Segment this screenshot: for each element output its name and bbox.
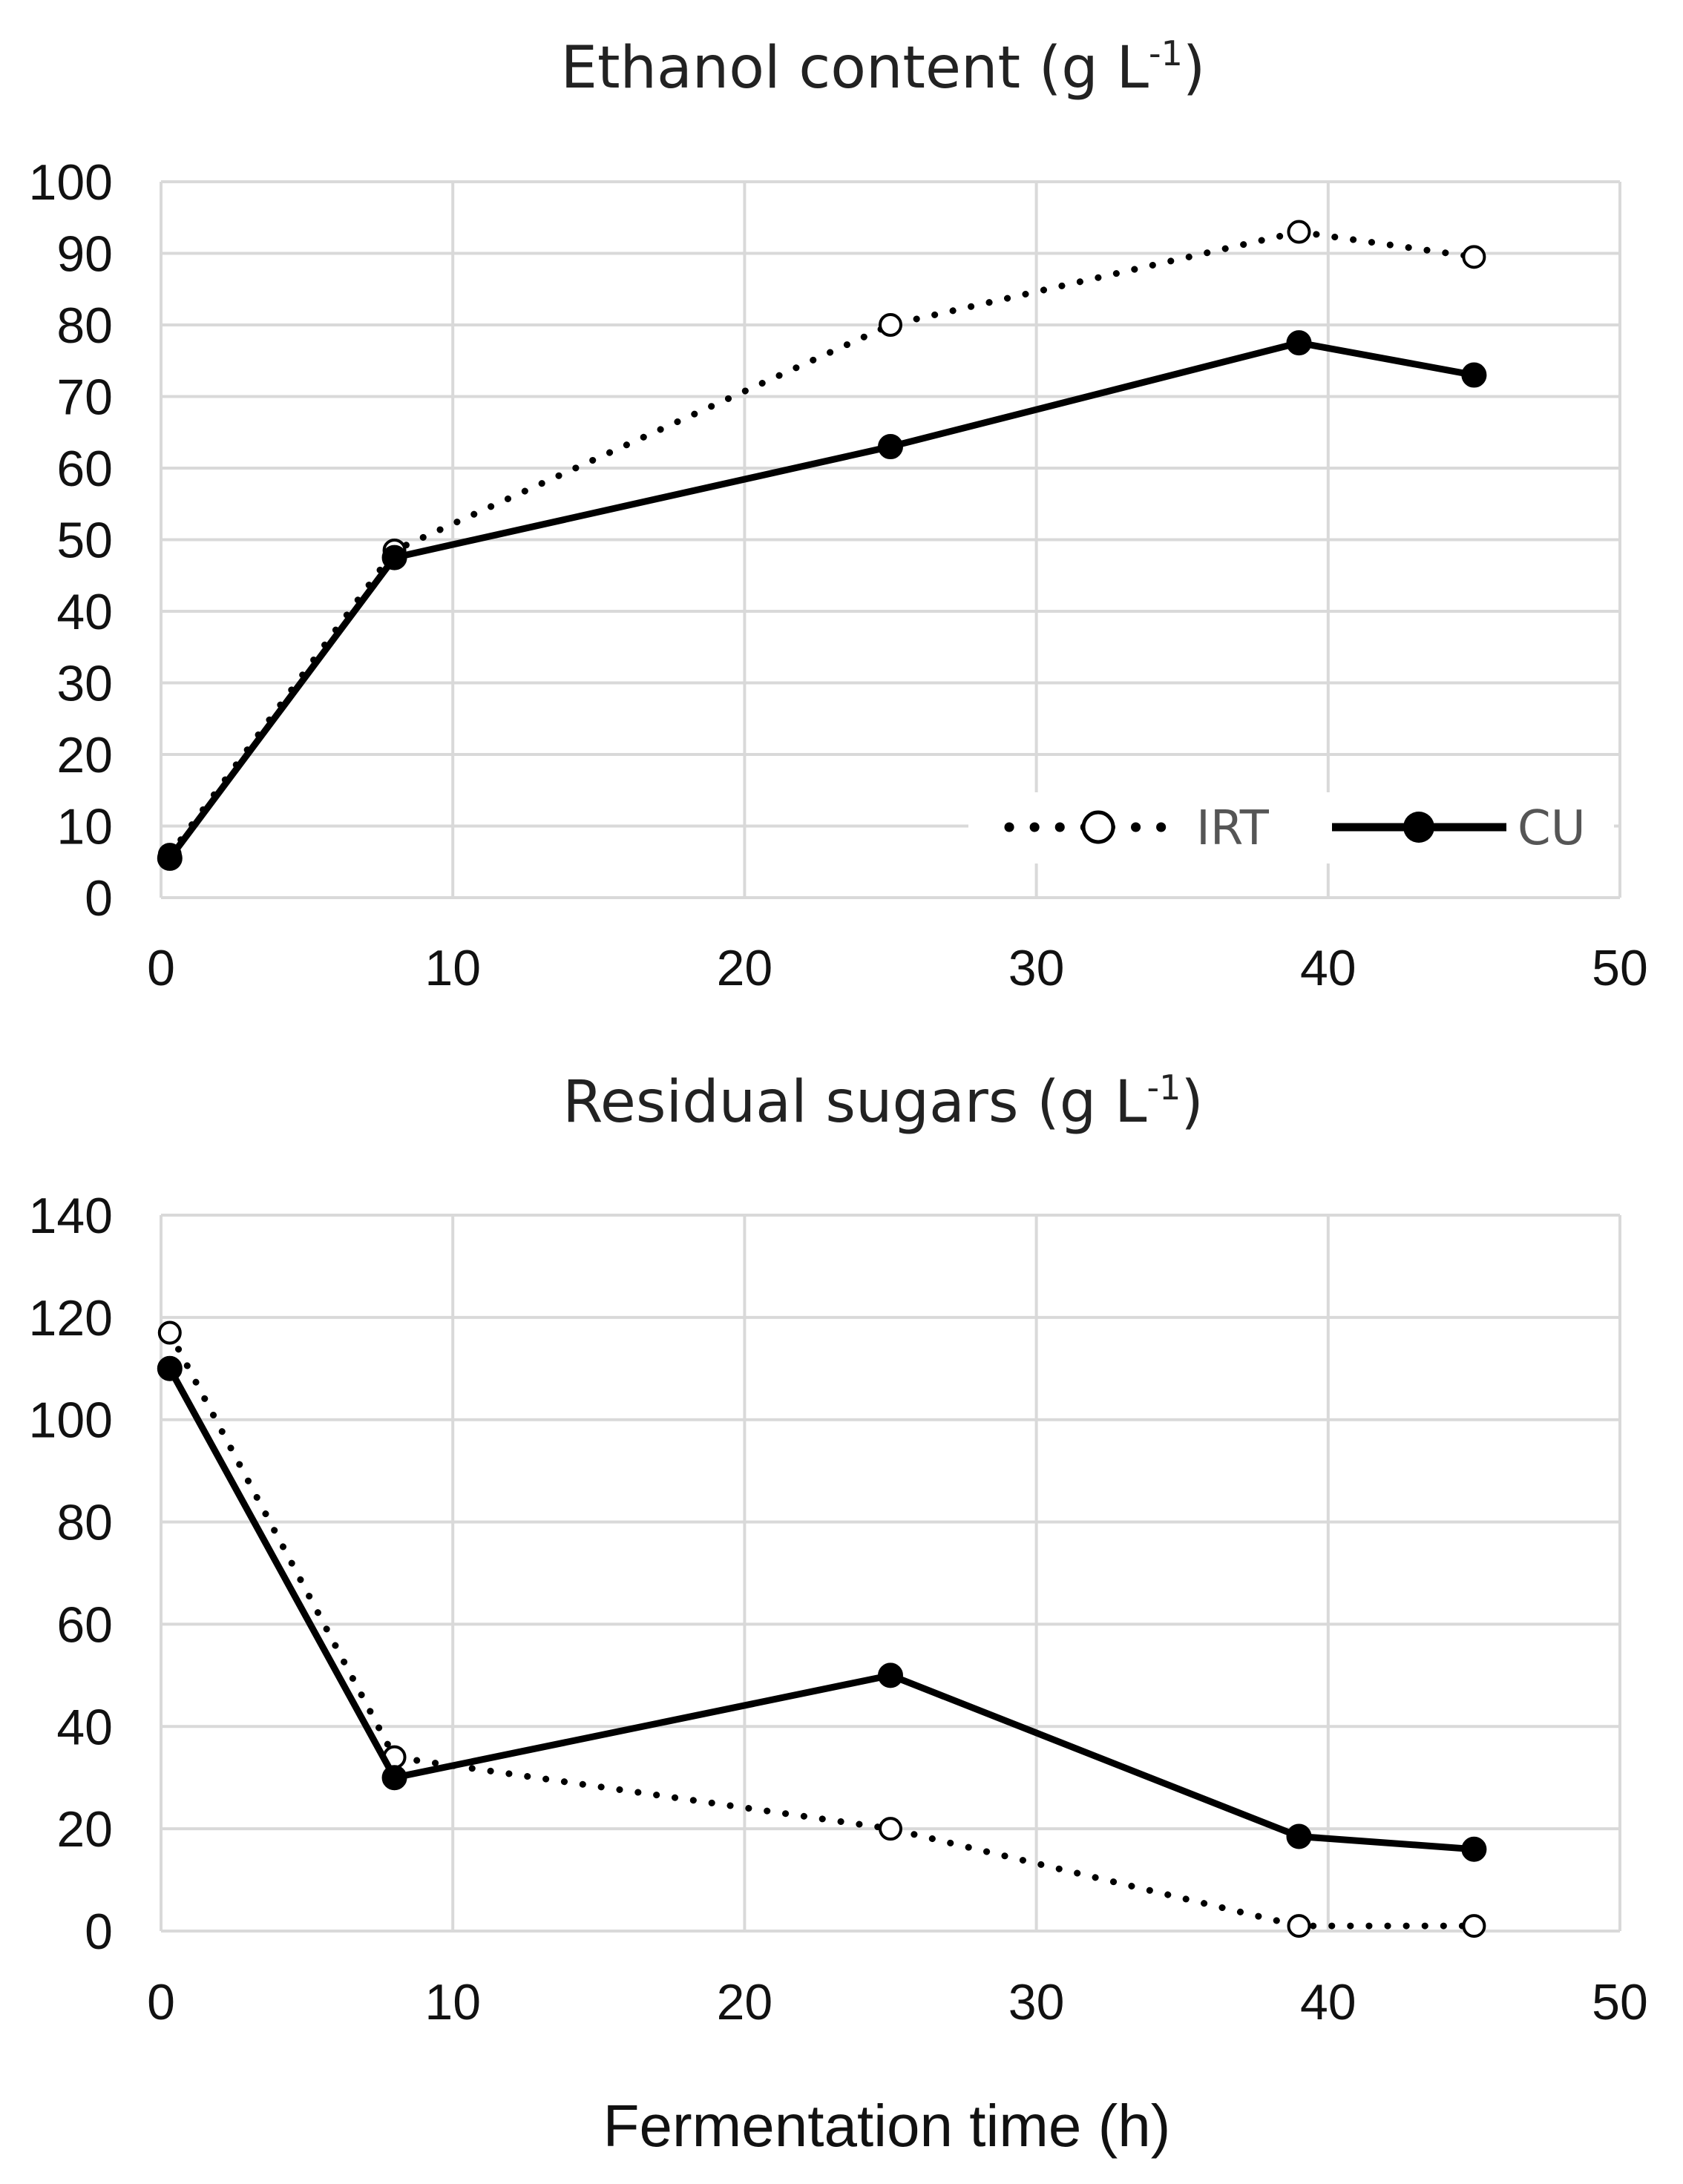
data-point-irt — [1287, 1914, 1311, 1938]
data-point-irt — [157, 1320, 182, 1345]
legend-label-irt: IRT — [1196, 801, 1270, 856]
y-tick-label: 40 — [56, 1699, 113, 1755]
y-tick-label: 0 — [85, 1904, 113, 1960]
x-tick-label: 0 — [147, 1974, 175, 2030]
data-point-irt — [1462, 1914, 1486, 1938]
y-tick-label: 60 — [56, 441, 113, 497]
x-tick-label: 10 — [424, 940, 481, 996]
data-point-cu — [157, 1355, 183, 1381]
series-line-cu — [167, 339, 1475, 861]
x-tick-label: 10 — [424, 1974, 481, 2030]
data-point-cu — [1286, 1823, 1312, 1849]
legend-marker-irt — [1081, 810, 1115, 844]
chart-title: Residual sugars (g L-1) — [562, 1068, 1204, 1136]
x-tick-label: 50 — [1592, 940, 1648, 996]
legend-label-cu: CU — [1518, 801, 1586, 856]
data-point-cu — [157, 845, 183, 871]
x-tick-label: 40 — [1300, 1974, 1356, 2030]
y-tick-label: 20 — [56, 727, 113, 783]
y-tick-label: 70 — [56, 369, 113, 426]
series-irt — [157, 1320, 1486, 1938]
data-point-cu — [878, 1662, 903, 1688]
y-tick-label: 30 — [56, 656, 113, 712]
x-axis-label: Fermentation time (h) — [603, 2093, 1171, 2159]
residual-sugars-chart: Residual sugars (g L-1)02040608010012014… — [29, 1068, 1648, 2159]
data-point-cu — [878, 434, 903, 460]
series-cu — [157, 1355, 1487, 1862]
data-point-cu — [1461, 362, 1487, 388]
data-point-irt — [1462, 245, 1486, 269]
data-point-cu — [1286, 330, 1312, 356]
y-tick-label: 100 — [29, 154, 113, 211]
series-line-irt — [166, 1329, 1477, 1930]
x-tick-label: 40 — [1300, 940, 1356, 996]
data-point-cu — [381, 545, 407, 570]
data-point-irt — [879, 313, 902, 337]
series-line-cu — [166, 1366, 1474, 1853]
x-tick-label: 0 — [147, 940, 175, 996]
y-tick-label: 50 — [56, 513, 113, 569]
y-tick-label: 20 — [56, 1801, 113, 1858]
y-tick-label: 100 — [29, 1392, 113, 1449]
y-tick-label: 0 — [85, 870, 113, 927]
x-tick-label: 30 — [1008, 940, 1065, 996]
x-tick-label: 30 — [1008, 1974, 1065, 2030]
y-tick-label: 60 — [56, 1596, 113, 1653]
y-tick-label: 80 — [56, 1495, 113, 1551]
data-point-irt — [879, 1817, 902, 1841]
gridlines — [160, 180, 1621, 899]
series-cu — [157, 330, 1487, 871]
data-point-cu — [381, 1765, 407, 1791]
data-point-cu — [1461, 1836, 1487, 1862]
legend: IRT CU — [1004, 801, 1586, 856]
y-tick-label: 40 — [56, 584, 113, 640]
x-tick-label: 20 — [717, 1974, 773, 2030]
ethanol-chart: Ethanol content (g L-1) 0 10 20 30 40 50 60 70 80… — [29, 33, 1648, 996]
series-irt — [157, 220, 1486, 867]
x-tick-label: 20 — [717, 940, 773, 996]
y-tick-label: 90 — [56, 226, 113, 283]
x-tick-label: 50 — [1592, 1974, 1648, 2030]
y-tick-label: 120 — [29, 1290, 113, 1346]
chart-title: Ethanol content (g L-1) — [561, 33, 1206, 102]
y-tick-label: 140 — [29, 1188, 113, 1244]
y-tick-label: 80 — [56, 297, 113, 354]
y-tick-label: 10 — [56, 799, 113, 855]
legend-marker-cu — [1403, 812, 1434, 843]
data-point-irt — [1287, 220, 1311, 244]
